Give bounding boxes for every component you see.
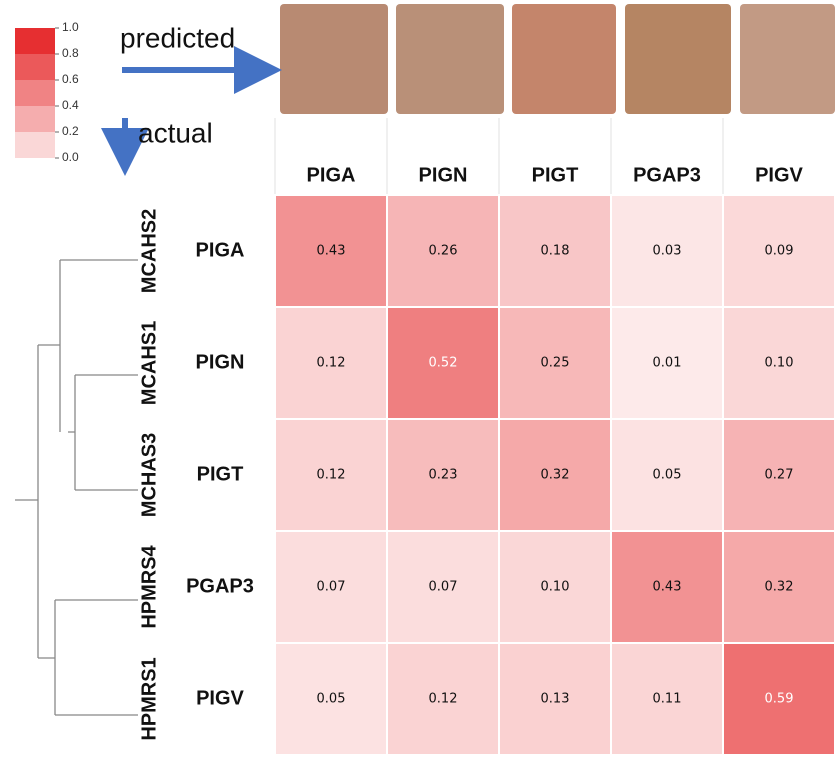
cell-value-label: 0.09 bbox=[765, 244, 794, 259]
colorbar-tick-label: 1.0 bbox=[62, 20, 79, 34]
cell-value-label: 0.10 bbox=[541, 580, 570, 595]
colorbar-tick-label: 0.6 bbox=[62, 72, 79, 86]
cell-value-label: 0.12 bbox=[429, 692, 458, 707]
column-label: PIGT bbox=[532, 164, 579, 186]
column-label: PIGA bbox=[307, 164, 356, 186]
cell-value-label: 0.26 bbox=[429, 244, 458, 259]
cell-value-label: 0.05 bbox=[317, 692, 346, 707]
cell-value-label: 0.43 bbox=[317, 244, 346, 259]
cell-value-label: 0.01 bbox=[653, 356, 682, 371]
cell-value-label: 0.03 bbox=[653, 244, 682, 259]
row-group-label: HPMRS1 bbox=[138, 657, 160, 740]
cell-value-label: 0.12 bbox=[317, 468, 346, 483]
colorbar-tick-label: 0.0 bbox=[62, 150, 79, 164]
cell-value-label: 0.32 bbox=[765, 580, 794, 595]
cell-value-label: 0.11 bbox=[653, 692, 682, 707]
colorbar-segment bbox=[15, 132, 55, 158]
cell-value-label: 0.07 bbox=[317, 580, 346, 595]
row-label: PIGT bbox=[197, 463, 244, 485]
cell-value-label: 0.07 bbox=[429, 580, 458, 595]
colorbar-tick-label: 0.2 bbox=[62, 124, 79, 138]
row-label: PIGN bbox=[196, 351, 245, 373]
row-group-label: HPMRS4 bbox=[138, 544, 160, 628]
actual-label: actual bbox=[138, 117, 213, 148]
cell-value-label: 0.10 bbox=[765, 356, 794, 371]
face-image bbox=[625, 4, 731, 114]
cell-value-label: 0.59 bbox=[765, 692, 794, 707]
dendrogram-leaf bbox=[55, 260, 138, 715]
cell-value-label: 0.32 bbox=[541, 468, 570, 483]
row-group-label: MCHAS3 bbox=[138, 433, 160, 517]
cell-value-label: 0.13 bbox=[541, 692, 570, 707]
row-label: PIGV bbox=[196, 687, 244, 709]
cell-value-label: 0.12 bbox=[317, 356, 346, 371]
cell-value-label: 0.25 bbox=[541, 356, 570, 371]
row-group-label: MCAHS2 bbox=[138, 209, 160, 293]
chart: predicted actual PIGA PIGN PIGT PGAP3 PIGV PI… bbox=[0, 0, 835, 757]
column-label: PIGN bbox=[419, 164, 468, 186]
cell-value-label: 0.23 bbox=[429, 468, 458, 483]
row-group-label: MCAHS1 bbox=[138, 321, 160, 405]
cell-value-label: 0.05 bbox=[653, 468, 682, 483]
cell-value-label: 0.27 bbox=[765, 468, 794, 483]
colorbar-segment bbox=[15, 80, 55, 106]
dendrogram-branch bbox=[15, 260, 75, 715]
face-image bbox=[396, 4, 504, 114]
face-images bbox=[280, 4, 835, 114]
cell-value-label: 0.52 bbox=[429, 356, 458, 371]
colorbar-segment bbox=[15, 54, 55, 80]
column-label: PIGV bbox=[755, 164, 803, 186]
face-image bbox=[512, 4, 616, 114]
colorbar-tick-label: 0.4 bbox=[62, 98, 79, 112]
face-image bbox=[740, 4, 835, 114]
column-label: PGAP3 bbox=[633, 164, 701, 186]
cell-value-label: 0.18 bbox=[541, 244, 570, 259]
colorbar-segment bbox=[15, 28, 55, 54]
colorbar-tick-label: 0.8 bbox=[62, 46, 79, 60]
predicted-label: predicted bbox=[120, 22, 235, 53]
cell-value-label: 0.43 bbox=[653, 580, 682, 595]
row-label: PIGA bbox=[196, 239, 245, 261]
colorbar-segment bbox=[15, 106, 55, 132]
dendrogram bbox=[15, 260, 138, 715]
row-label: PGAP3 bbox=[186, 575, 254, 597]
face-image bbox=[280, 4, 388, 114]
